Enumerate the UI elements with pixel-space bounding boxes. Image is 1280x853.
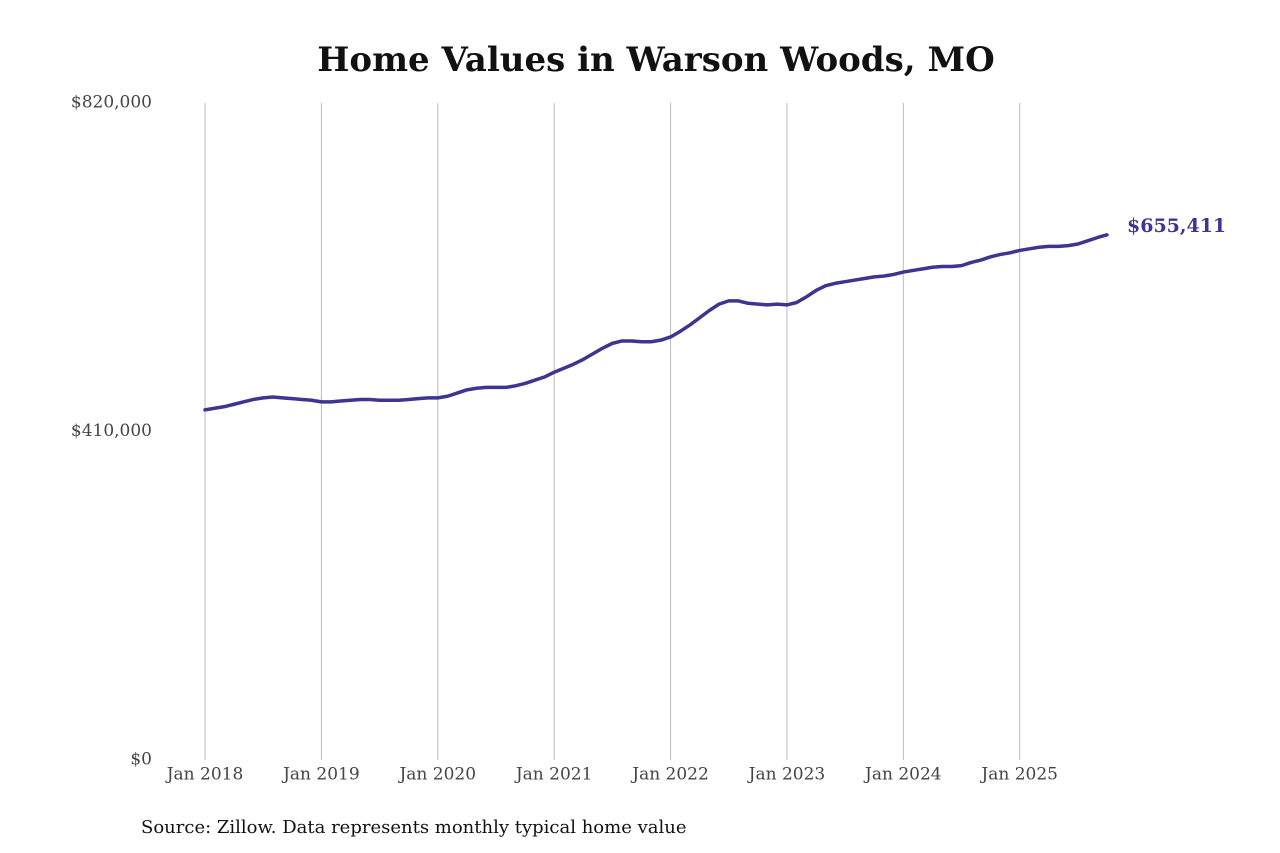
- end-value-label: $655,411: [1127, 215, 1226, 237]
- x-tick-label: Jan 2020: [397, 765, 476, 785]
- x-tick-label: Jan 2023: [747, 765, 826, 785]
- source-note: Source: Zillow. Data represents monthly …: [141, 817, 687, 838]
- y-tick-label: $0: [130, 750, 152, 770]
- y-tick-label: $820,000: [71, 93, 152, 113]
- x-tick-label: Jan 2021: [514, 765, 593, 785]
- x-tick-label: Jan 2025: [979, 765, 1058, 785]
- chart-title: Home Values in Warson Woods, MO: [317, 40, 994, 80]
- x-tick-label: Jan 2019: [281, 765, 360, 785]
- x-tick-label: Jan 2022: [630, 765, 709, 785]
- x-tick-label: Jan 2018: [165, 765, 244, 785]
- x-tick-label: Jan 2024: [863, 765, 942, 785]
- y-tick-label: $410,000: [71, 421, 152, 441]
- line: [203, 233, 1109, 412]
